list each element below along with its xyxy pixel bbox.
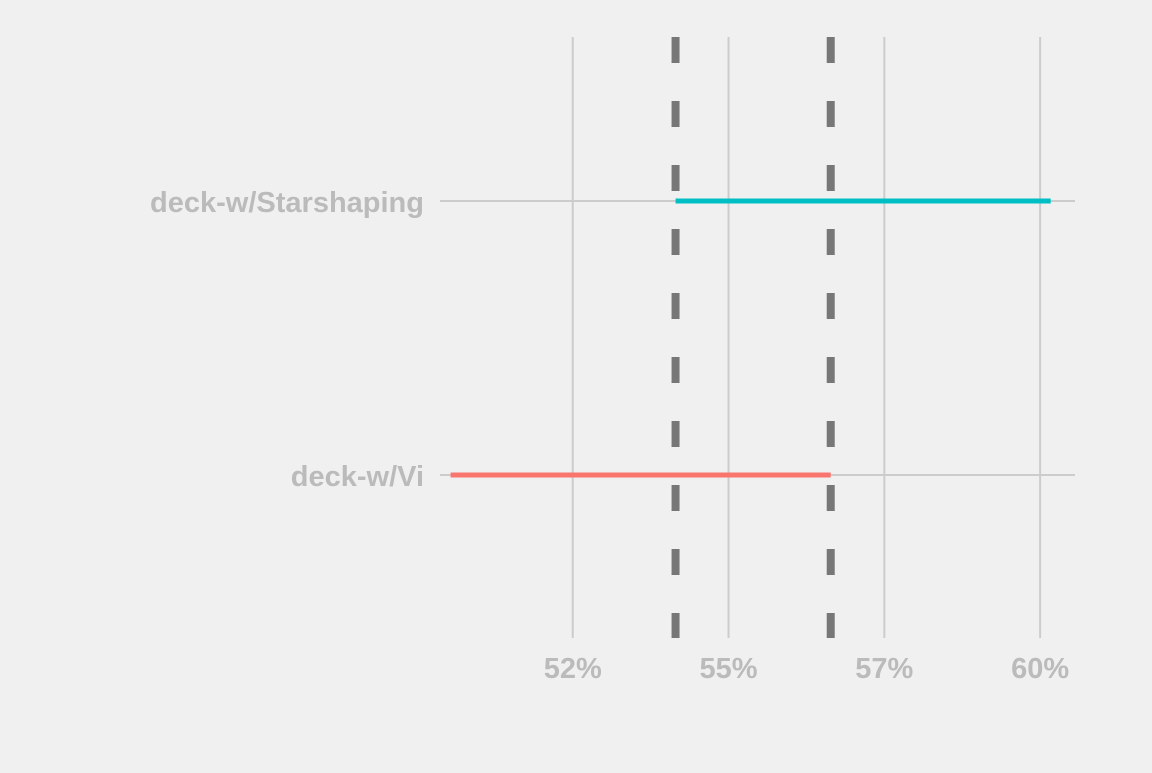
x-tick-label: 60%: [1011, 653, 1069, 685]
x-tick-label: 52%: [544, 653, 602, 685]
interval-layer: [450, 198, 1051, 478]
grid-layer: [440, 37, 1075, 638]
x-tick-label: 57%: [855, 653, 913, 685]
y-category-label: deck-w/Starshaping: [150, 187, 424, 219]
label-layer: 52% 55% 57% 60% deck-w/Starshaping deck-w/Vi: [150, 187, 1069, 685]
reference-line-layer: [671, 37, 835, 638]
x-tick-label: 55%: [699, 653, 757, 685]
y-category-label: deck-w/Vi: [291, 461, 424, 493]
